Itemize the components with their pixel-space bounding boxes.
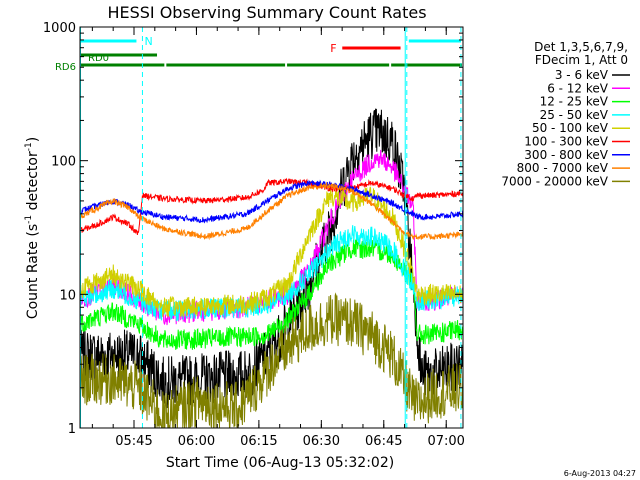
legend: Det 1,3,5,6,7,9, FDecim 1, Att 0 3 - 6 k… bbox=[501, 40, 630, 188]
legend-label-1: 3 - 6 keV bbox=[555, 68, 609, 82]
series-line-9 bbox=[79, 292, 464, 429]
legend-header-2: FDecim 1, Att 0 bbox=[535, 53, 628, 67]
y-tick-label-3: 100 bbox=[51, 155, 76, 170]
series-line-5 bbox=[79, 186, 464, 318]
saa-label: N bbox=[144, 35, 152, 48]
series-line-7 bbox=[79, 179, 464, 224]
x-tick-label-1: 05:45 bbox=[115, 434, 152, 449]
legend-label-8: 800 - 7000 keV bbox=[517, 161, 609, 175]
legend-label-4: 25 - 50 keV bbox=[540, 108, 609, 122]
legend-label-5: 50 - 100 keV bbox=[532, 121, 609, 135]
y-tick-label-4: 1000 bbox=[43, 21, 76, 36]
legend-header-1: Det 1,3,5,6,7,9, bbox=[534, 40, 628, 54]
x-tick-label-3: 06:15 bbox=[240, 434, 277, 449]
y-tick-label-1: 1 bbox=[68, 422, 76, 437]
series-line-4 bbox=[79, 225, 464, 321]
legend-label-9: 7000 - 20000 keV bbox=[501, 174, 608, 188]
legend-label-3: 12 - 25 keV bbox=[540, 95, 609, 109]
x-tick-label-6: 07:00 bbox=[427, 434, 464, 449]
x-tick-label-4: 06:30 bbox=[303, 434, 340, 449]
rd6-label: RD6 bbox=[55, 62, 76, 73]
series-layer bbox=[79, 108, 464, 429]
x-tick-label-2: 06:00 bbox=[178, 434, 215, 449]
x-axis: 05:45 06:00 06:15 06:30 06:45 07:00 bbox=[91, 27, 465, 449]
x-axis-label: Start Time (06-Aug-13 05:32:02) bbox=[166, 455, 394, 471]
y-axis-label: Count Rate (s-1 detector-1) bbox=[24, 137, 41, 319]
series-line-8 bbox=[79, 181, 464, 241]
chart-title: HESSI Observing Summary Count Rates bbox=[107, 3, 426, 22]
y-axis-label-end: ) bbox=[25, 137, 41, 142]
legend-label-7: 300 - 800 keV bbox=[524, 148, 608, 162]
plot-frame bbox=[79, 26, 464, 429]
timestamp-label: 6-Aug-2013 04:27 bbox=[564, 469, 636, 478]
y-tick-label-2: 10 bbox=[59, 288, 76, 303]
series-line-6 bbox=[79, 177, 464, 235]
flare-label: F bbox=[330, 42, 336, 55]
y-axis-label-main: Count Rate (s bbox=[25, 224, 41, 319]
y-axis-label-sup1: -1 bbox=[24, 215, 34, 224]
x-tick-label-5: 06:45 bbox=[365, 434, 402, 449]
rd0-label: RD0 bbox=[88, 53, 109, 64]
y-axis-label-sup2: -1 bbox=[24, 142, 34, 151]
legend-label-2: 6 - 12 keV bbox=[547, 81, 609, 95]
y-axis-label-mid: detector bbox=[25, 151, 41, 215]
y-axis: 1 10 100 1000 bbox=[43, 21, 463, 437]
legend-label-6: 100 - 300 keV bbox=[524, 135, 608, 149]
